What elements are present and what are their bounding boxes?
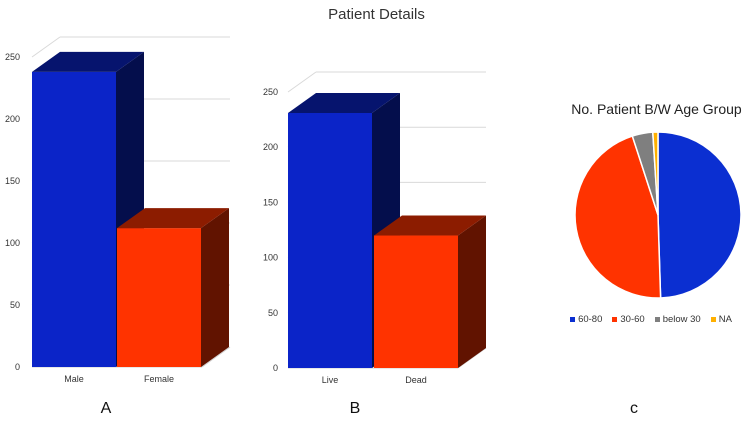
legend-label-na: NA xyxy=(718,314,732,325)
chart-b-gridline-side xyxy=(287,71,317,93)
chart-b-ytick-label: 250 xyxy=(263,87,278,97)
legend-label-60-80: 60-80 xyxy=(578,314,603,325)
chart-b-bar-dead-side xyxy=(458,215,486,368)
chart-a-xtick-label-male: Male xyxy=(64,374,84,384)
chart-b-ytick-label: 100 xyxy=(263,253,278,263)
chart-b-bar-live-front xyxy=(288,112,372,368)
pie-title: No. Patient B/W Age Group xyxy=(571,101,742,117)
legend-item-60-80: 60-80 xyxy=(570,314,602,325)
chart-a-ytick-label: 200 xyxy=(5,114,20,124)
legend-swatch-60-80 xyxy=(570,317,576,322)
chart-b-ytick-label: 200 xyxy=(263,142,278,152)
legend-swatch-below-30 xyxy=(654,317,660,322)
chart-b-ytick-label: 50 xyxy=(268,308,278,318)
legend-swatch-na xyxy=(710,317,716,322)
panel-label-b: B xyxy=(349,400,361,417)
chart-b-ytick-label: 0 xyxy=(273,363,278,373)
pie-slice-na xyxy=(651,131,659,216)
legend-item-30-60: 30-60 xyxy=(612,314,645,325)
legend-item-below-30: below 30 xyxy=(654,314,701,325)
chart-a-bar-female-side xyxy=(201,208,229,367)
chart-a-bar-male-front xyxy=(32,71,116,367)
chart-a-ytick-label: 150 xyxy=(5,176,20,186)
chart-a-bar-female-front xyxy=(117,228,201,367)
chart-a-bar-female xyxy=(117,208,229,367)
chart-b-bar-dead-front xyxy=(374,235,458,368)
chart-b-bar-dead xyxy=(374,215,486,368)
chart-b-bar-dead-top xyxy=(374,215,486,236)
chart-b-xtick-label-dead: Dead xyxy=(405,375,427,385)
pie-legend: 60-80 30-60 below 30 NA xyxy=(556,314,746,325)
figure-title: Patient Details xyxy=(328,6,425,23)
chart-b-ytick-label: 150 xyxy=(263,197,278,207)
pie-slice-60-80 xyxy=(657,131,742,299)
chart-a-floor-edge xyxy=(201,346,231,368)
chart-a-ytick-label: 50 xyxy=(10,300,20,310)
panel-label-c: c xyxy=(630,400,638,417)
legend-item-na: NA xyxy=(710,314,732,325)
chart-a-ytick-label: 100 xyxy=(5,238,20,248)
chart-a-xtick-label-female: Female xyxy=(144,374,174,384)
panel-label-a: A xyxy=(100,400,112,417)
chart-a-gridline-side xyxy=(31,36,61,58)
chart-a-bar-male xyxy=(32,51,144,367)
pie-slice-30-60 xyxy=(574,135,662,299)
chart-b-xtick-label-live: Live xyxy=(322,375,339,385)
legend-label-30-60: 30-60 xyxy=(620,314,645,325)
chart-b-bar-live-top xyxy=(288,92,400,113)
chart-a-ytick-label: 250 xyxy=(5,52,20,62)
legend-label-below-30: below 30 xyxy=(662,314,701,325)
legend-swatch-30-60 xyxy=(612,317,618,322)
chart-a-bar-male-top xyxy=(32,51,144,72)
chart-a-ytick-label: 0 xyxy=(15,362,20,372)
chart-a-bar-female-top xyxy=(117,208,229,229)
